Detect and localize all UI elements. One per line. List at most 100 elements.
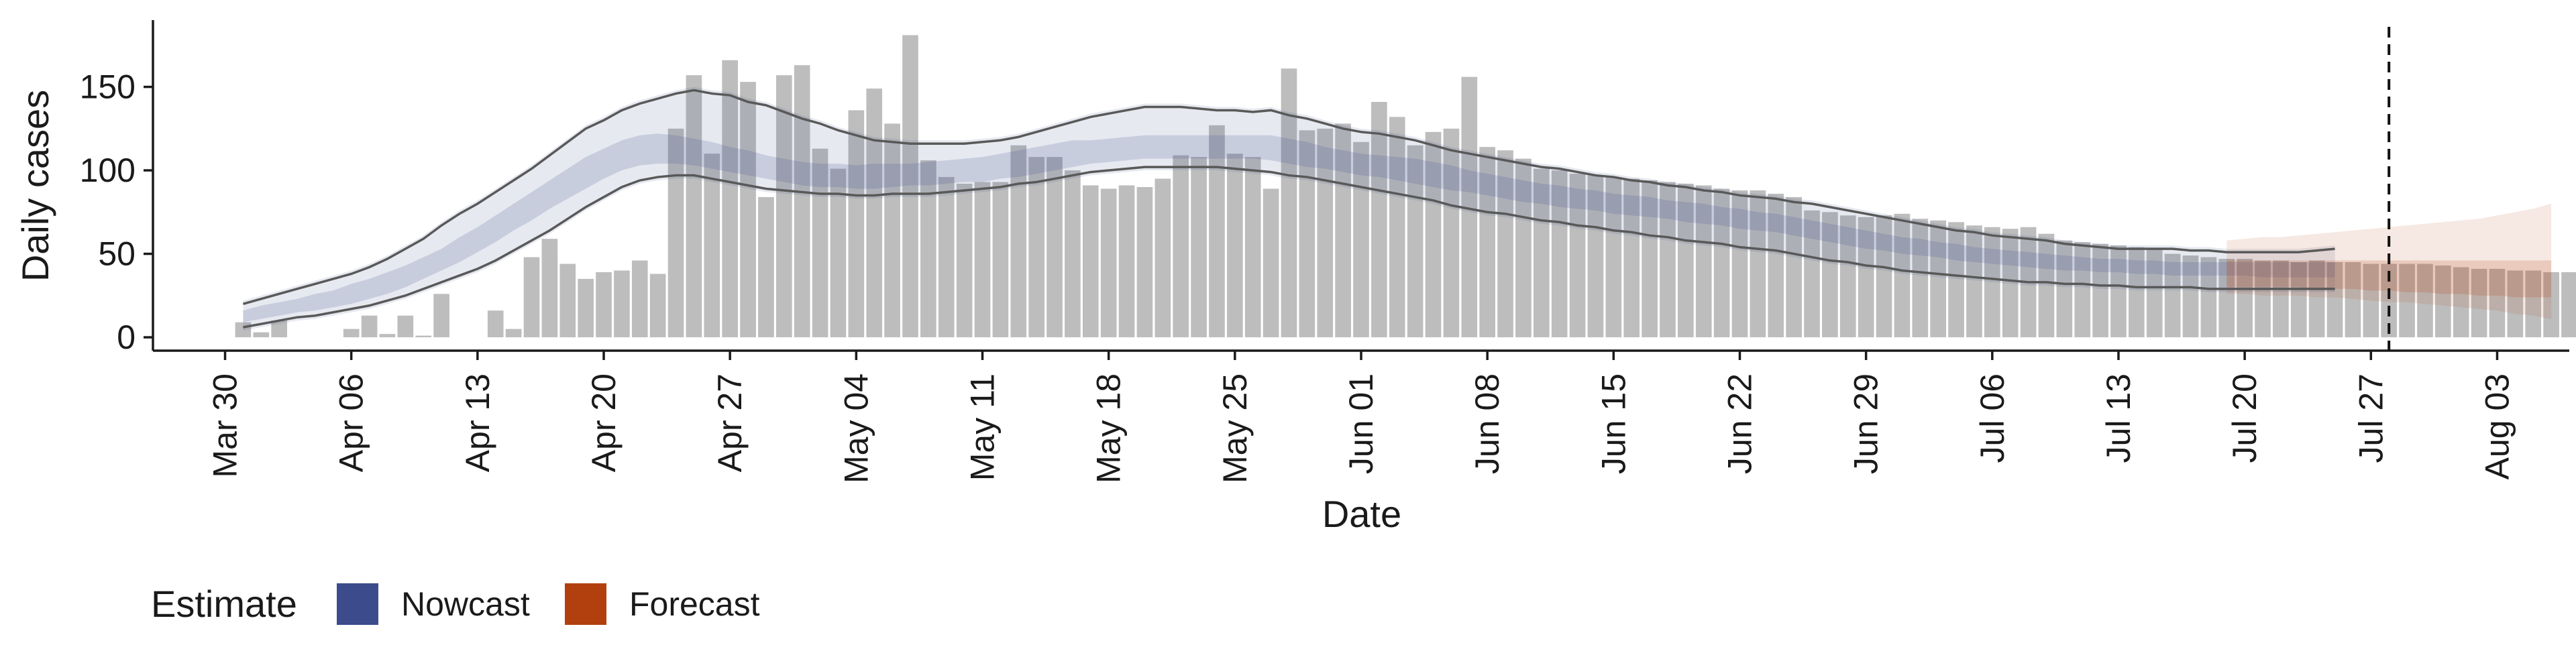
- interval-lines-layer: [242, 89, 2335, 329]
- bar: [1551, 170, 1568, 338]
- bar: [1244, 157, 1261, 338]
- bar: [1623, 178, 1640, 338]
- bar: [1046, 157, 1063, 338]
- bar: [1443, 128, 1460, 338]
- x-tick-label: May 11: [964, 373, 1002, 481]
- bar: [1299, 130, 1316, 338]
- x-tick-label: Jul 06: [1974, 373, 2011, 463]
- x-tick-label: Apr 20: [585, 373, 623, 472]
- y-axis-title: Daily cases: [14, 90, 56, 282]
- legend-label-forecast: Forecast: [629, 585, 760, 623]
- bar: [1876, 215, 1892, 338]
- bar: [1118, 185, 1135, 338]
- bar: [1642, 180, 1658, 338]
- bar: [523, 257, 540, 338]
- bar: [1497, 150, 1513, 338]
- bar: [2561, 272, 2576, 338]
- bar: [1678, 184, 1694, 338]
- x-ticks: Mar 30 Apr 06 Apr 13 Apr 20 Apr 27 May 04 May …: [207, 351, 2516, 483]
- bar: [2146, 249, 2163, 338]
- bar: [2237, 259, 2253, 338]
- bar: [866, 89, 883, 338]
- x-tick-label: Aug 03: [2479, 373, 2516, 479]
- x-tick-label: May 18: [1090, 373, 1128, 483]
- bar: [1533, 168, 1550, 338]
- bar: [2038, 233, 2055, 338]
- bar: [722, 60, 738, 338]
- bar: [1695, 185, 1712, 338]
- bar: [1605, 177, 1622, 338]
- bar: [2056, 240, 2073, 338]
- bar: [1407, 145, 1424, 338]
- legend-title: Estimate: [151, 583, 297, 625]
- bar: [361, 315, 378, 338]
- bar: [2200, 257, 2217, 338]
- bar: [541, 239, 558, 338]
- bar: [2218, 259, 2235, 338]
- bar: [667, 128, 684, 338]
- bar: [2290, 262, 2307, 338]
- bar: [1389, 117, 1405, 338]
- bar: [1479, 147, 1495, 338]
- bar: [740, 82, 756, 338]
- y-tick-label: 50: [98, 235, 136, 273]
- bar: [487, 310, 504, 338]
- bar: [1750, 190, 1766, 338]
- bar: [343, 329, 360, 338]
- legend: Estimate Nowcast Forecast: [151, 583, 760, 625]
- bar: [992, 182, 1009, 338]
- x-tick-label: Apr 13: [459, 373, 496, 472]
- bar: [758, 196, 774, 338]
- bar: [397, 315, 414, 338]
- bar: [2182, 255, 2199, 338]
- bar: [415, 335, 432, 338]
- bar: [956, 184, 973, 338]
- bar: [848, 110, 865, 338]
- x-tick-label: May 04: [837, 373, 875, 483]
- bar: [2002, 229, 2019, 338]
- bar: [2471, 268, 2487, 338]
- y-ticks: 0 50 100 150: [80, 68, 153, 356]
- bar: [1100, 188, 1117, 338]
- bar: [1281, 68, 1297, 338]
- bar: [2381, 263, 2398, 338]
- bar: [2255, 260, 2271, 338]
- x-tick-label: Jun 22: [1721, 373, 1759, 474]
- bar: [1930, 220, 1946, 338]
- bar: [1082, 185, 1099, 338]
- bar: [920, 160, 936, 338]
- bar: [2489, 268, 2506, 338]
- bar: [2110, 245, 2127, 338]
- bar: [1065, 170, 1081, 338]
- bar: [1966, 225, 1982, 338]
- bar: [775, 75, 792, 338]
- bar: [1587, 175, 1604, 338]
- bar: [1353, 141, 1369, 338]
- x-tick-label: Jul 20: [2226, 373, 2263, 463]
- legend-swatch-forecast: [565, 583, 606, 625]
- x-tick-label: Apr 27: [711, 373, 749, 472]
- bar: [1894, 213, 1911, 338]
- bar: [2345, 262, 2361, 338]
- bar: [596, 272, 612, 338]
- bar: [1191, 157, 1207, 338]
- bar: [559, 263, 576, 338]
- bar: [1227, 154, 1243, 338]
- bar: [1912, 219, 1929, 338]
- bar: [2129, 247, 2145, 338]
- bar: [686, 75, 702, 338]
- bar: [271, 320, 287, 338]
- bar: [938, 177, 955, 338]
- x-tick-label: Mar 30: [207, 373, 244, 478]
- bar: [2326, 262, 2343, 338]
- bar: [1839, 215, 1856, 338]
- x-tick-label: Jun 08: [1468, 373, 1506, 474]
- bar: [1155, 178, 1171, 338]
- bar: [1822, 212, 1838, 338]
- bar: [2363, 263, 2379, 338]
- bar: [1010, 145, 1027, 338]
- bar: [379, 334, 396, 338]
- bar: [794, 65, 810, 338]
- bar: [1858, 217, 1874, 338]
